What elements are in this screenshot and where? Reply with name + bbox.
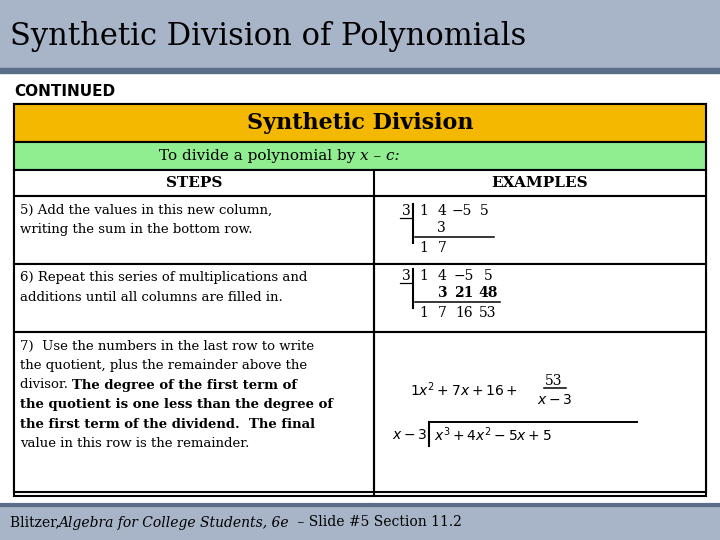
Text: 48: 48 <box>478 286 498 300</box>
Text: the quotient, plus the remainder above the: the quotient, plus the remainder above t… <box>20 359 307 372</box>
Text: EXAMPLES: EXAMPLES <box>492 176 588 190</box>
Text: 5: 5 <box>483 269 492 283</box>
Text: 3: 3 <box>402 204 410 218</box>
Bar <box>14 264 706 332</box>
Text: 53: 53 <box>479 306 497 320</box>
Text: Synthetic Division: Synthetic Division <box>247 112 473 134</box>
Text: Blitzer,: Blitzer, <box>10 516 64 530</box>
Text: 3: 3 <box>402 269 410 283</box>
Text: writing the sum in the bottom row.: writing the sum in the bottom row. <box>20 223 253 236</box>
Bar <box>0 0 720 68</box>
Text: 53: 53 <box>545 374 562 388</box>
Bar <box>0 73 720 505</box>
Bar <box>0 68 720 73</box>
Text: Synthetic Division of Polynomials: Synthetic Division of Polynomials <box>10 21 526 51</box>
Bar <box>14 332 706 492</box>
Text: 7: 7 <box>438 241 446 255</box>
Text: 1: 1 <box>420 204 428 218</box>
Text: $1x^2+7x+16+$: $1x^2+7x+16+$ <box>410 381 518 399</box>
Text: CONTINUED: CONTINUED <box>14 84 115 98</box>
Text: additions until all columns are filled in.: additions until all columns are filled i… <box>20 291 283 304</box>
Text: value in this row is the remainder.: value in this row is the remainder. <box>20 437 249 450</box>
Text: 1: 1 <box>420 269 428 283</box>
Text: $x^3+4x^2-5x+5$: $x^3+4x^2-5x+5$ <box>434 426 552 444</box>
Text: −5: −5 <box>454 269 474 283</box>
Text: 21: 21 <box>454 286 474 300</box>
Text: 1: 1 <box>420 306 428 320</box>
Text: 7: 7 <box>438 306 446 320</box>
Bar <box>14 104 706 496</box>
Text: Algebra for College Students, 6e: Algebra for College Students, 6e <box>58 516 289 530</box>
Text: 5: 5 <box>480 204 488 218</box>
Text: To divide a polynomial by: To divide a polynomial by <box>158 149 360 163</box>
Text: 16: 16 <box>455 306 472 320</box>
Text: divisor.: divisor. <box>20 379 76 392</box>
Text: −5: −5 <box>451 204 472 218</box>
Bar <box>14 104 706 142</box>
Text: 5) Add the values in this new column,: 5) Add the values in this new column, <box>20 204 272 217</box>
Text: 1: 1 <box>420 241 428 255</box>
Text: – Slide #5 Section 11.2: – Slide #5 Section 11.2 <box>293 516 462 530</box>
Text: the quotient is one less than the degree of: the quotient is one less than the degree… <box>20 398 333 411</box>
Text: 7)  Use the numbers in the last row to write: 7) Use the numbers in the last row to wr… <box>20 340 314 353</box>
Text: x – c:: x – c: <box>360 149 400 163</box>
Text: 6) Repeat this series of multiplications and: 6) Repeat this series of multiplications… <box>20 272 307 285</box>
Text: 3: 3 <box>437 286 446 300</box>
Text: $x-3$: $x-3$ <box>392 428 427 442</box>
Bar <box>14 170 706 196</box>
Bar <box>14 196 706 264</box>
Text: the first term of the dividend.  The final: the first term of the dividend. The fina… <box>20 417 315 430</box>
Text: The degree of the first term of: The degree of the first term of <box>71 379 297 392</box>
Text: STEPS: STEPS <box>166 176 222 190</box>
Text: 4: 4 <box>438 269 446 283</box>
Bar <box>0 505 720 540</box>
Bar <box>14 142 706 170</box>
Text: 4: 4 <box>438 204 446 218</box>
Text: 3: 3 <box>438 221 446 235</box>
Text: $x-3$: $x-3$ <box>537 393 572 407</box>
